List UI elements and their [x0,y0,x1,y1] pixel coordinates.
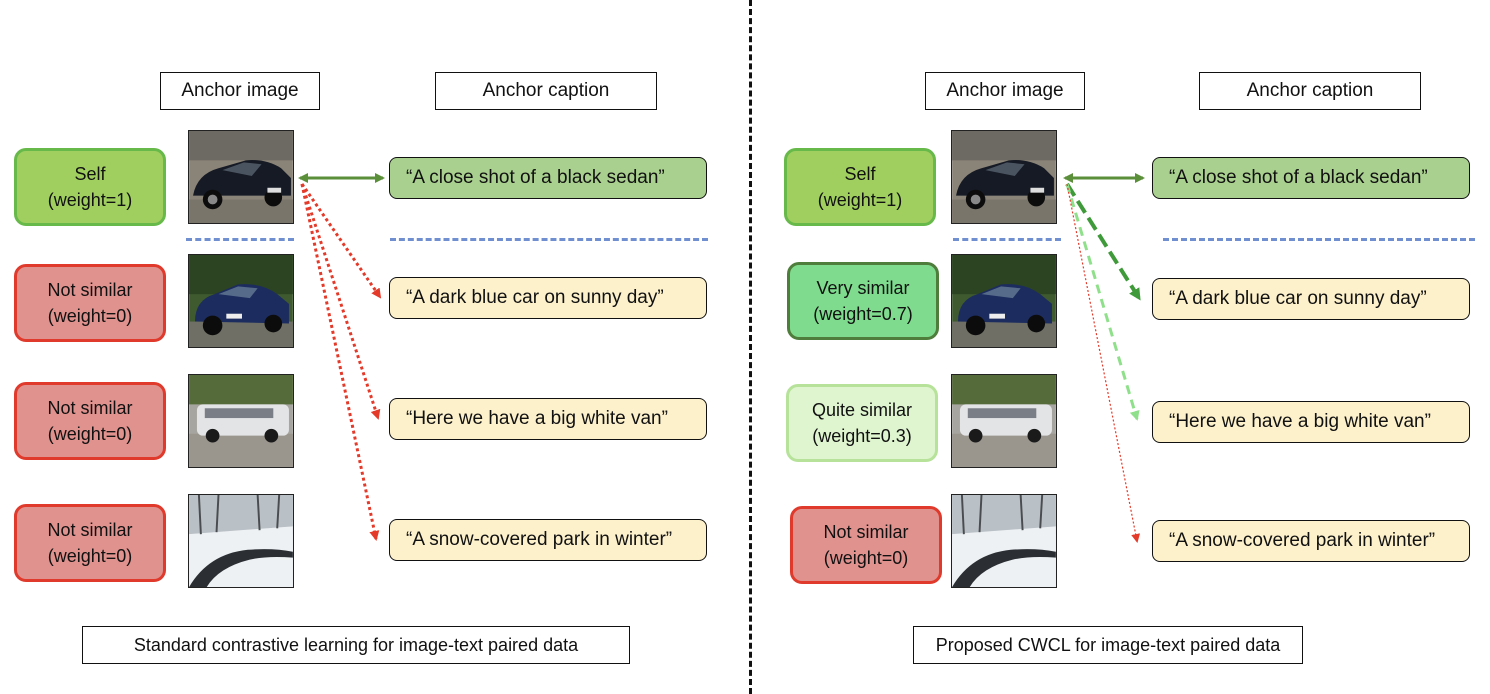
caption-box: “A dark blue car on sunny day” [1152,278,1470,320]
weight-box-self: Self (weight=1) [784,148,936,226]
negative-arrow [300,183,382,299]
weight-label: Not similar [47,520,133,540]
snow-park-photo [951,494,1057,588]
separator-line [953,238,1061,241]
anchor-caption-header: Anchor caption [435,72,657,110]
weight-label: Self [844,164,876,184]
weight-label: Very similar [816,278,910,298]
panel-divider [749,0,752,694]
anchor-image-header: Anchor image [925,72,1085,110]
weight-box-very-similar: Very similar (weight=0.7) [787,262,939,340]
snow-park-photo [188,494,294,588]
caption-box-positive: “A close shot of a black sedan” [389,157,707,199]
weight-value: (weight=0) [47,546,133,566]
weight-box-not-similar: Not similar (weight=0) [14,382,166,460]
negative-arrow [300,183,381,420]
not-similar-arrow [1066,183,1141,543]
weight-value: (weight=1) [817,190,903,210]
negative-arrow [300,183,380,541]
weight-box-not-similar: Not similar (weight=0) [14,264,166,342]
caption-box-positive: “A close shot of a black sedan” [1152,157,1470,199]
panel-caption: Proposed CWCL for image-text paired data [913,626,1303,664]
separator-line [1163,238,1475,241]
caption-box: “Here we have a big white van” [1152,401,1470,443]
weight-label: Not similar [823,522,909,542]
white-van-photo [188,374,294,468]
standard-contrastive-panel: Anchor image Anchor caption Self (weight… [14,72,708,664]
very-similar-arrow [1065,182,1141,301]
weight-value: (weight=1) [47,190,133,210]
weight-box-quite-similar: Quite similar (weight=0.3) [786,384,938,462]
white-van-photo [951,374,1057,468]
caption-box: “A dark blue car on sunny day” [389,277,707,319]
black-sedan-photo [188,130,294,224]
anchor-caption-header: Anchor caption [1199,72,1421,110]
weight-label: Not similar [47,280,133,300]
separator-line [390,238,708,241]
weight-box-not-similar: Not similar (weight=0) [14,504,166,582]
separator-line [186,238,294,241]
weight-label: Not similar [47,398,133,418]
weight-label: Quite similar [811,400,913,420]
weight-box-not-similar: Not similar (weight=0) [790,506,942,584]
caption-box: “Here we have a big white van” [389,398,707,440]
weight-value: (weight=0) [47,306,133,326]
weight-value: (weight=0.7) [813,304,913,324]
proposed-cwcl-panel: Anchor image Anchor caption Self (weight… [745,0,1490,694]
blue-car-photo [951,254,1057,348]
blue-car-photo [188,254,294,348]
weight-value: (weight=0.3) [812,426,912,446]
weight-value: (weight=0) [47,424,133,444]
caption-box: “A snow-covered park in winter” [1152,520,1470,562]
weight-label: Self [74,164,106,184]
weight-value: (weight=0) [823,548,909,568]
black-sedan-photo [951,130,1057,224]
anchor-image-header: Anchor image [160,72,320,110]
quite-similar-arrow [1065,183,1140,421]
weight-box-self: Self (weight=1) [14,148,166,226]
caption-box: “A snow-covered park in winter” [389,519,707,561]
panel-caption: Standard contrastive learning for image-… [82,626,630,664]
